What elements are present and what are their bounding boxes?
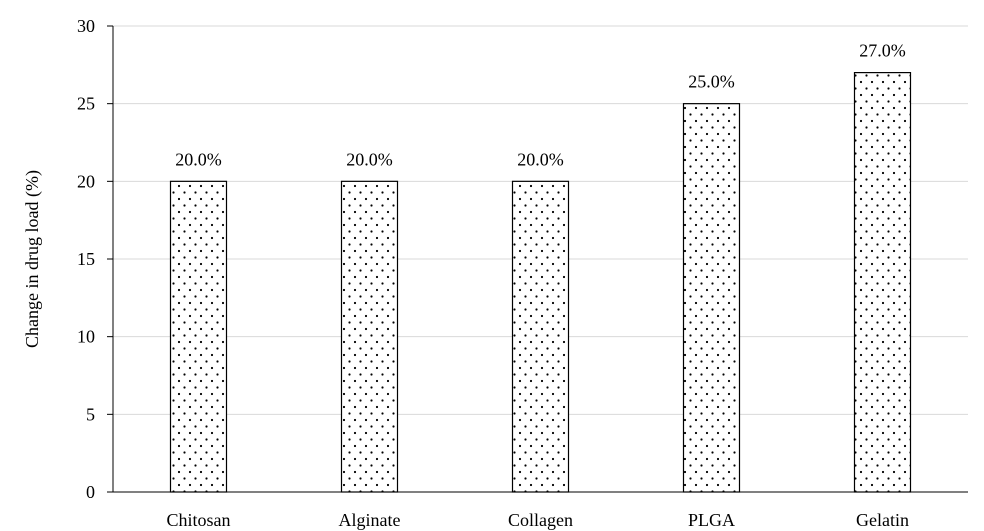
bar-collagen xyxy=(511,180,570,493)
y-axis-title: Change in drug load (%) xyxy=(22,170,43,348)
y-tick-label: 25 xyxy=(77,94,95,114)
data-label: 20.0% xyxy=(175,149,222,169)
y-tick-label: 10 xyxy=(77,327,95,347)
y-axis-ticks: 0 5 10 15 20 25 30 xyxy=(77,16,113,502)
x-tick-label: PLGA xyxy=(688,510,735,530)
data-label: 27.0% xyxy=(859,41,906,61)
y-tick-label: 20 xyxy=(77,171,95,191)
y-tick-label: 15 xyxy=(77,249,95,269)
bar-chitosan xyxy=(169,180,228,493)
bar-alginate xyxy=(340,180,399,493)
data-labels: 20.0% 20.0% 20.0% 25.0% 27.0% xyxy=(175,41,906,170)
y-tick-label: 5 xyxy=(86,404,95,424)
x-tick-label: Gelatin xyxy=(856,510,909,530)
data-label: 20.0% xyxy=(346,149,393,169)
data-label: 20.0% xyxy=(517,149,564,169)
x-tick-label: Alginate xyxy=(339,510,401,530)
bar-gelatin xyxy=(853,71,912,493)
bar-plga xyxy=(682,103,741,493)
x-tick-label: Collagen xyxy=(508,510,573,530)
data-label: 25.0% xyxy=(688,72,735,92)
x-axis-ticks: Chitosan Alginate Collagen PLGA Gelatin xyxy=(166,510,909,530)
y-tick-label: 30 xyxy=(77,16,95,36)
x-tick-label: Chitosan xyxy=(166,510,230,530)
y-tick-label: 0 xyxy=(86,482,95,502)
bars xyxy=(169,71,912,493)
